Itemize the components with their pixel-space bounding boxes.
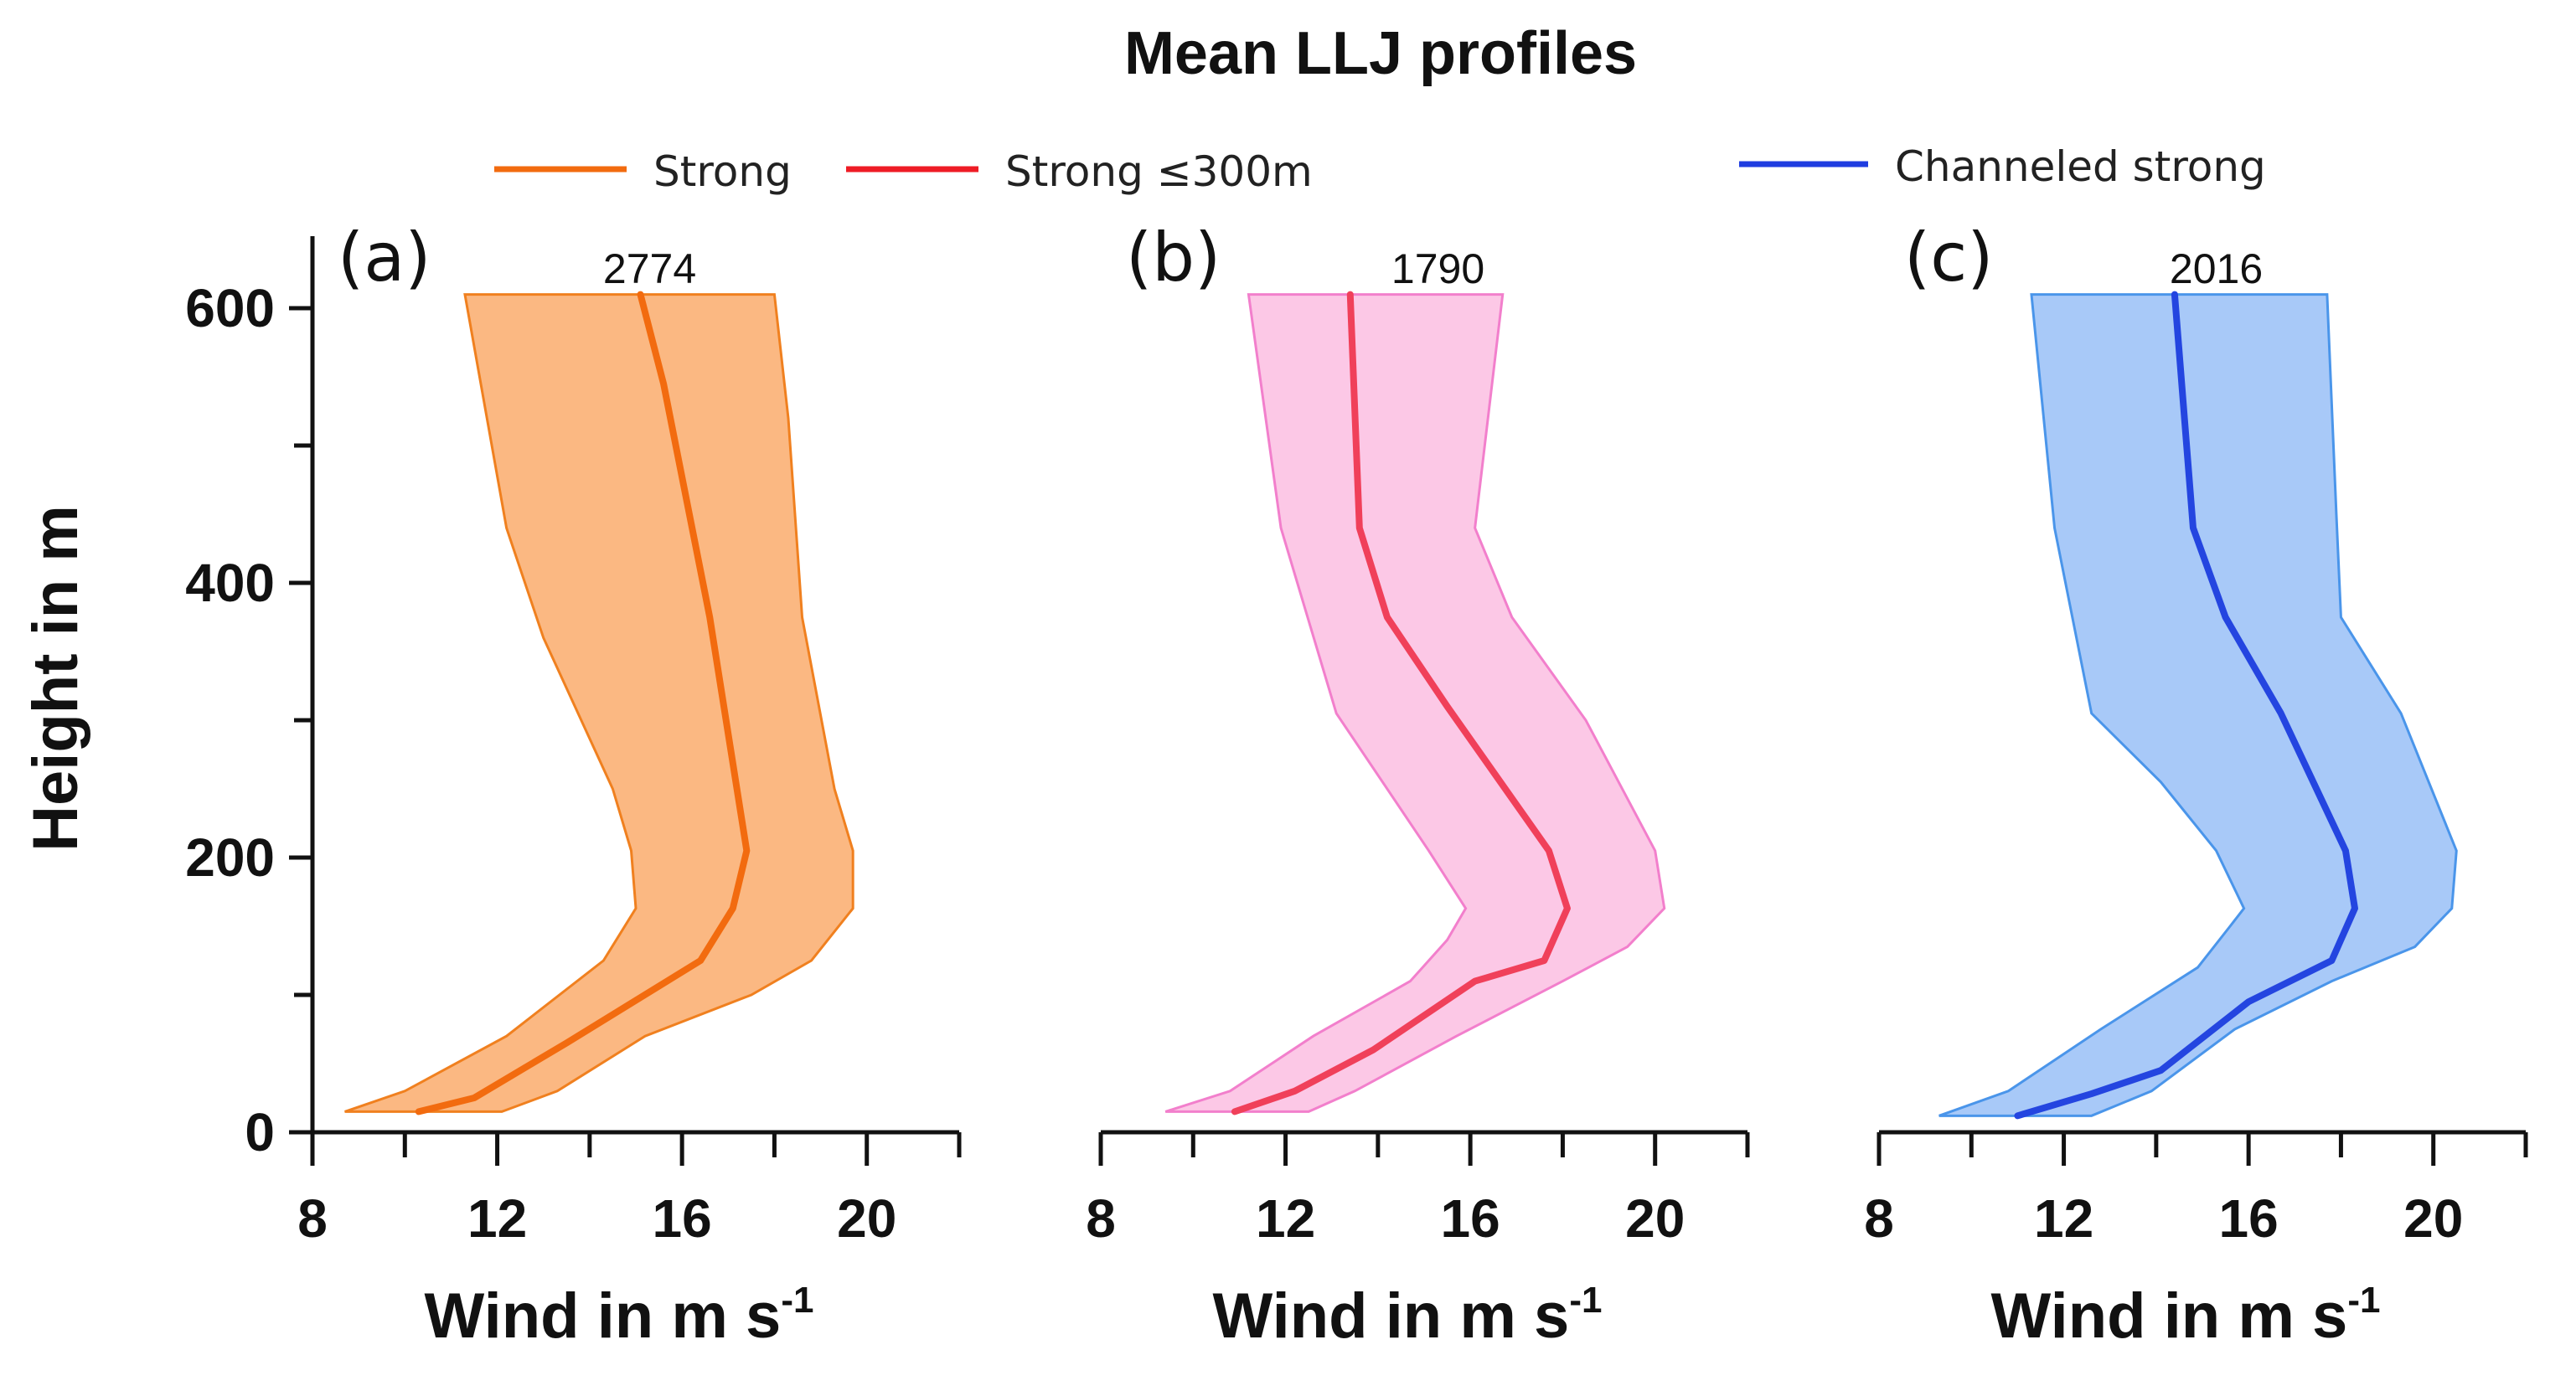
panels: 0 200 400 600 8 12 16 20 Wind in m s-1 (a) 2774 8 12…: [185, 219, 2528, 1352]
x-tick-label: 16: [2219, 1188, 2279, 1249]
x-tick-label: 8: [1086, 1188, 1116, 1249]
x-tick-label: 12: [2034, 1188, 2093, 1249]
y-axis-title: Height in m: [20, 505, 91, 852]
x-axis-title: Wind in m s-1: [1213, 1280, 1603, 1352]
legend-label-channeled-strong: Channeled strong: [1895, 142, 2266, 191]
panel-label: (c): [1904, 219, 1993, 296]
spread-band: [1938, 293, 2458, 1117]
mean-profile-line: [1231, 291, 1571, 1115]
x-axis-title: Wind in m s-1: [425, 1280, 814, 1352]
legend-label-strong-300m: Strong ≤300m: [1005, 147, 1313, 196]
chart-title: Mean LLJ profiles: [1124, 20, 1637, 87]
y-tick-label: 600: [185, 278, 275, 338]
sample-count: 2016: [2170, 245, 2263, 292]
sample-count: 2774: [603, 245, 696, 292]
y-tick-label: 0: [245, 1102, 275, 1162]
x-tick-label: 8: [1864, 1188, 1894, 1249]
x-tick-label: 8: [297, 1188, 328, 1249]
panel-label: (b): [1126, 219, 1221, 296]
x-tick-label: 16: [1441, 1188, 1500, 1249]
mean-profile-line: [2014, 291, 2358, 1120]
x-tick-label: 12: [1256, 1188, 1315, 1249]
y-tick-label: 200: [185, 827, 275, 888]
sample-count: 1790: [1391, 245, 1484, 292]
panel-b: 8 12 16 20 Wind in m s-1 (b) 1790: [1086, 219, 1750, 1352]
y-tick-label: 400: [185, 553, 275, 613]
legend: Strong Strong ≤300m Channeled strong: [494, 142, 2266, 196]
spread-band: [1164, 293, 1666, 1113]
panel-a: 8 12 16 20 Wind in m s-1 (a) 2774: [297, 219, 962, 1352]
x-tick-label: 16: [653, 1188, 712, 1249]
x-tick-label: 20: [837, 1188, 896, 1249]
mean-profile-line: [415, 291, 751, 1115]
panel-label: (a): [338, 219, 431, 296]
spread-band: [344, 293, 854, 1113]
legend-label-strong: Strong: [653, 147, 792, 196]
x-tick-label: 20: [1625, 1188, 1685, 1249]
x-tick-label: 12: [467, 1188, 527, 1249]
x-tick-label: 20: [2403, 1188, 2463, 1249]
x-axis-title: Wind in m s-1: [1991, 1280, 2381, 1352]
panel-c: 8 12 16 20 Wind in m s-1 (c) 2016: [1864, 219, 2528, 1352]
